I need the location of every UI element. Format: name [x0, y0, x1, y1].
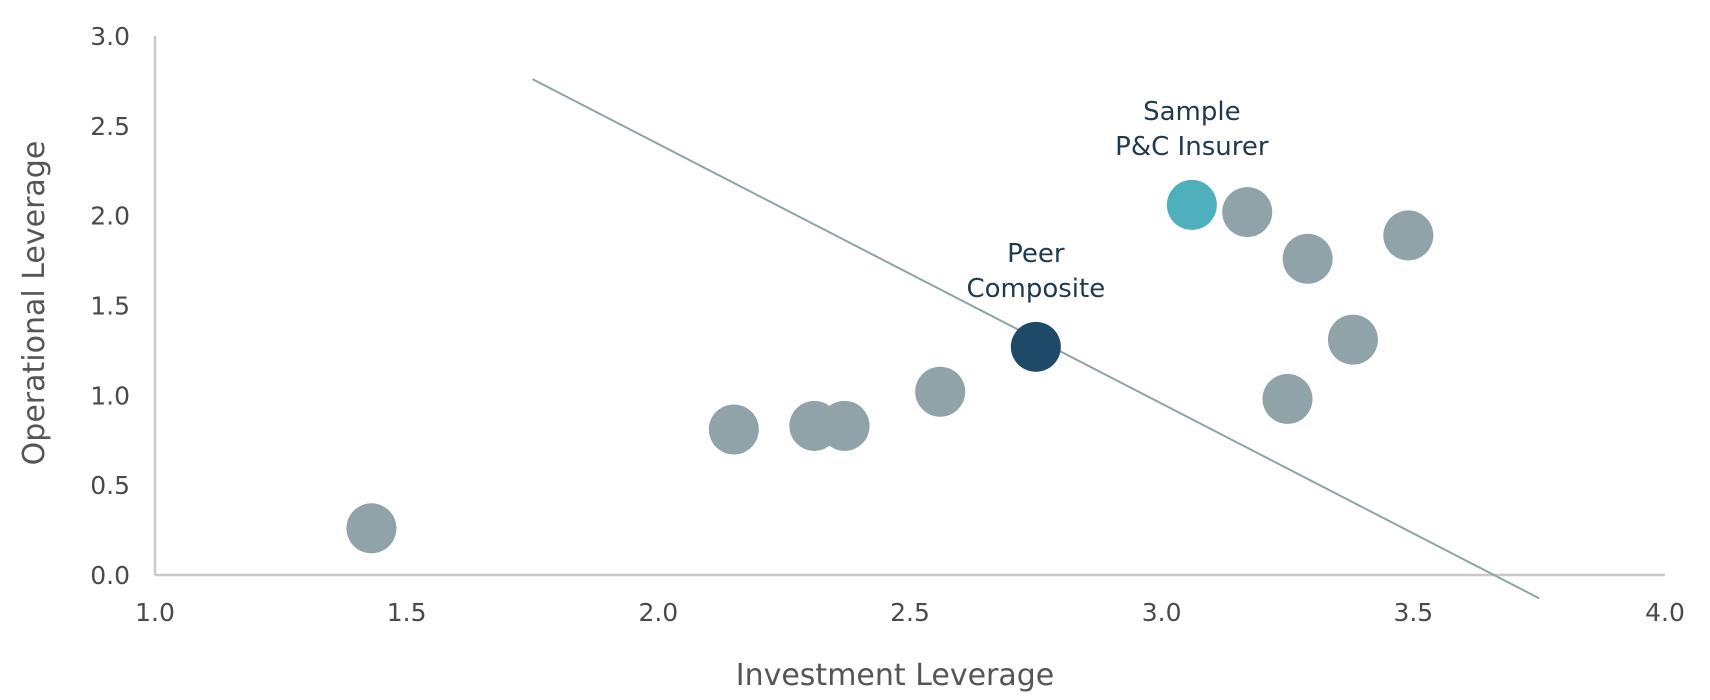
y-tick-label: 1.5 — [90, 292, 130, 321]
x-tick-label: 3.0 — [1142, 598, 1182, 627]
x-axis-title: Investment Leverage — [736, 658, 1055, 693]
y-tick-label: 1.0 — [90, 381, 130, 410]
peer-point — [1327, 314, 1378, 365]
x-tick-label: 1.5 — [387, 598, 427, 627]
peer-point — [1222, 187, 1273, 238]
peer-point — [1262, 373, 1313, 424]
x-tick-label: 2.5 — [890, 598, 930, 627]
peer-point — [1282, 233, 1333, 284]
sample-point — [1166, 179, 1217, 230]
x-tick-label: 2.0 — [638, 598, 678, 627]
peer-point — [1383, 210, 1434, 261]
sample-label: P&C Insurer — [1115, 132, 1269, 162]
sample-label: Sample — [1143, 97, 1241, 127]
composite-label: Composite — [966, 274, 1105, 304]
x-tick-label: 1.0 — [135, 598, 175, 627]
y-tick-label: 2.0 — [90, 202, 130, 231]
tick-labels: 1.0 1.5 2.0 2.5 3.0 3.5 4.0 0.0 0.5 1.0 1.5 2.0 2.5 3… — [90, 22, 1685, 627]
peer-point — [708, 404, 759, 455]
annotations: Peer Composite Sample P&C Insurer — [966, 97, 1268, 304]
y-tick-label: 3.0 — [90, 22, 130, 51]
peer-point — [819, 400, 870, 451]
composite-label: Peer — [1007, 239, 1065, 269]
composite-point — [1010, 321, 1061, 372]
x-tick-label: 3.5 — [1393, 598, 1433, 627]
data-points — [346, 179, 1434, 554]
y-tick-label: 0.5 — [90, 471, 130, 500]
y-tick-label: 0.0 — [90, 561, 130, 590]
y-axis-title: Operational Leverage — [17, 141, 52, 466]
axes — [153, 36, 1665, 577]
peer-point — [915, 366, 966, 417]
x-tick-label: 4.0 — [1645, 598, 1685, 627]
y-tick-label: 2.5 — [90, 112, 130, 141]
peer-point — [346, 503, 397, 554]
